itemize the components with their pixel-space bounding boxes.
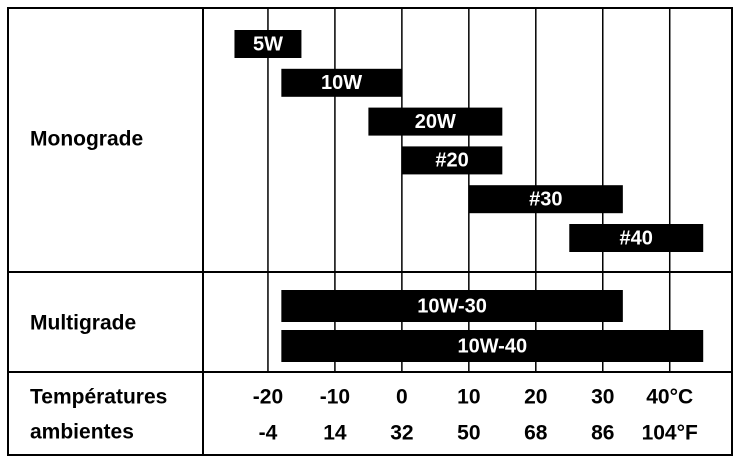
bar [281,290,623,322]
x-tick-label: 40°C [646,386,693,409]
x2-tick-label: 86 [591,422,614,445]
bar-label: 5W [253,33,283,55]
x-tick-label: 0 [396,386,408,409]
x2-tick-label: 68 [524,422,548,445]
group-label: Monograde [30,128,143,151]
frame [7,7,733,456]
bar-label: 10W-30 [417,295,487,317]
bar-label: 10W-40 [457,335,527,357]
bar [468,185,623,214]
bar-label: 20W [415,111,456,133]
bar-label: #30 [529,188,562,210]
x-tick-label: -20 [253,386,283,409]
x-label: ambientes [30,421,134,444]
x2-tick-label: 32 [390,422,413,445]
x2-tick-label: 50 [457,422,480,445]
x-tick-label: 20 [524,386,547,409]
x2-tick-label: 14 [323,422,347,445]
bar [368,107,503,136]
x-tick-label: -10 [320,386,350,409]
x2-tick-label: 104°F [642,422,698,445]
bar [281,68,402,97]
x-tick-label: 10 [457,386,480,409]
group-label: Multigrade [30,312,136,335]
bar [281,330,704,362]
bar-label: 10W [321,72,362,94]
bar [569,224,704,252]
x-label: Températures [30,386,167,409]
bar-label: #40 [620,227,653,249]
bar [234,30,302,58]
bar [401,146,503,175]
bar-label: #20 [435,150,468,172]
x2-tick-label: -4 [259,422,278,445]
x-tick-label: 30 [591,386,614,409]
